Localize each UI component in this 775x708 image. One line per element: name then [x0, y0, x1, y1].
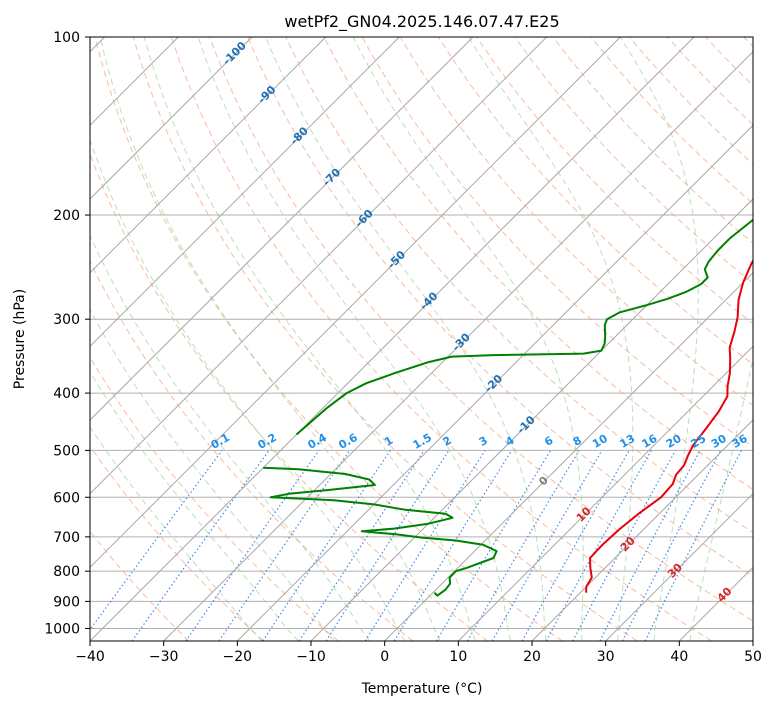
x-tick-label: 10 — [449, 649, 467, 665]
plot-background — [90, 37, 753, 641]
y-tick-label: 200 — [53, 208, 80, 224]
mixing-ratio-line — [90, 450, 223, 631]
dry-adiabat-line — [132, 37, 638, 641]
x-tick-label: 40 — [670, 649, 688, 665]
y-tick-label: 1000 — [44, 621, 80, 637]
y-tick-label: 500 — [53, 443, 80, 459]
x-tick-label: −10 — [296, 649, 326, 665]
moist-adiabat-line — [90, 138, 406, 641]
sounding-series-1 — [263, 466, 498, 597]
moist-adiabat-line — [265, 37, 547, 641]
dry-adiabat-line — [94, 37, 563, 641]
isotherm-line — [90, 37, 621, 569]
isotherm-line — [90, 37, 695, 641]
isotherm-line — [236, 124, 753, 641]
dry-adiabat-line — [285, 37, 753, 534]
x-tick-label: 20 — [523, 649, 541, 665]
mixing-ratio-line — [393, 450, 513, 641]
y-tick-label: 100 — [53, 30, 80, 46]
dry-adiabat-line — [323, 37, 753, 491]
dry-adiabat-line — [90, 356, 339, 641]
isotherm-line — [90, 37, 253, 200]
moist-adiabats — [90, 37, 753, 641]
dry-adiabats — [90, 37, 753, 641]
moist-adiabat-line — [143, 37, 476, 641]
sounding-lines — [263, 218, 753, 597]
x-tick-label: −40 — [75, 649, 105, 665]
isotherms — [90, 37, 753, 641]
isotherm-line — [90, 37, 548, 495]
sounding-series-0 — [585, 259, 753, 593]
moist-adiabat-line — [90, 371, 299, 641]
sounding-series-2 — [295, 218, 753, 436]
y-tick-label: 800 — [53, 564, 80, 580]
isotherm-line — [310, 198, 753, 641]
moist-adiabat-line — [90, 426, 263, 641]
x-tick-label: 50 — [744, 649, 762, 665]
y-tick-label: 400 — [53, 386, 80, 402]
dry-adiabat-line — [209, 37, 753, 622]
isotherm-line — [531, 419, 753, 641]
mixing-ratio-line — [185, 450, 320, 641]
y-tick-label: 900 — [53, 594, 80, 610]
mixing-ratio-line — [521, 450, 630, 641]
mixing-ratio-line — [262, 450, 391, 641]
mixing-ratio-line — [572, 450, 677, 641]
isotherm-line — [384, 271, 753, 641]
isotherm-line — [752, 640, 753, 641]
x-tick-label: −30 — [149, 649, 179, 665]
mixing-ratio-line — [644, 450, 743, 641]
moist-adiabat-line — [468, 37, 634, 641]
moist-adiabat-line — [99, 37, 441, 641]
y-axis: 100 200 300 400 500 600 700 800 900 1000 — [44, 30, 90, 637]
isotherm-line — [457, 345, 753, 641]
y-tick-label: 600 — [53, 490, 80, 506]
moist-adiabat-line — [619, 37, 699, 641]
moist-adiabat-line — [197, 37, 512, 641]
mixing-ratio-line — [545, 450, 652, 641]
dry-adiabat-line — [514, 37, 753, 284]
chart-title: wetPf2_GN04.2025.146.07.47.E25 — [284, 12, 559, 32]
x-tick-label: 30 — [597, 649, 615, 665]
dry-adiabat-line — [247, 37, 753, 577]
isotherm-line — [90, 37, 327, 274]
mixing-ratio-line — [218, 450, 351, 641]
x-tick-label: 0 — [380, 649, 389, 665]
mixing-ratio-line — [298, 450, 425, 641]
y-tick-label: 300 — [53, 312, 80, 328]
dry-adiabat-line — [90, 260, 414, 641]
y-axis-label: Pressure (hPa) — [12, 289, 28, 389]
x-axis-label: Temperature (°C) — [361, 681, 483, 697]
mixing-ratio-line — [621, 450, 722, 641]
x-axis: −40 −30 −20 −10 0 10 20 30 40 50 — [75, 641, 762, 665]
mixing-ratio-lines — [90, 450, 743, 641]
moist-adiabat-line — [689, 355, 753, 641]
moist-adiabat-line — [352, 37, 584, 641]
isotherm-line — [163, 50, 753, 641]
y-tick-label: 700 — [53, 530, 80, 546]
isotherm-line — [90, 37, 400, 348]
dry-adiabat-line — [170, 37, 712, 641]
isotherm-line — [605, 492, 753, 641]
mixing-ratio-line — [325, 450, 450, 641]
x-tick-label: −20 — [223, 649, 253, 665]
dry-adiabat-line — [476, 37, 753, 325]
plot-frame — [89, 36, 754, 642]
isotherm-line — [90, 37, 474, 421]
moist-adiabat-line — [90, 308, 335, 641]
moist-adiabat-line — [90, 234, 371, 641]
dry-adiabat-line — [90, 445, 264, 641]
